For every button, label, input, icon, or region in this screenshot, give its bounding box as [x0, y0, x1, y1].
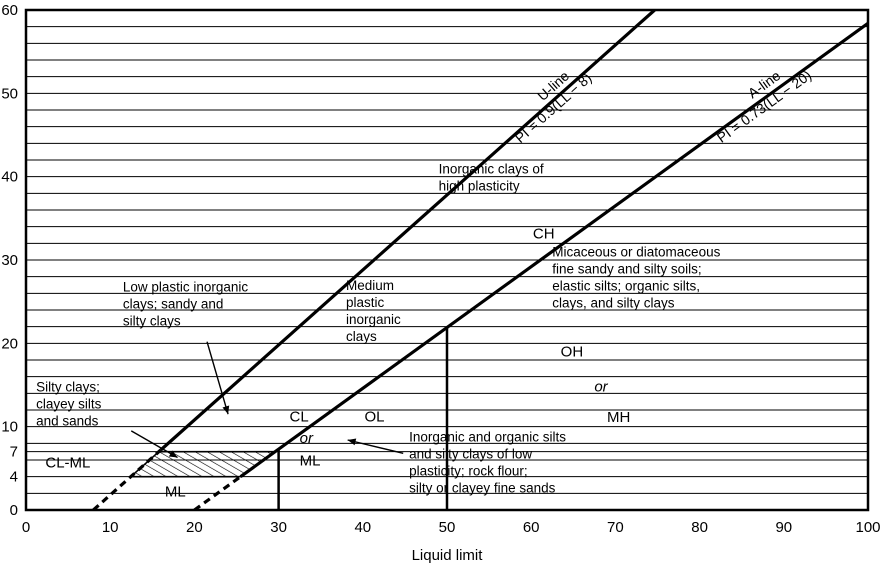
code-ch: CH — [533, 225, 555, 242]
y-tick-label: 40 — [1, 169, 18, 186]
ann-mica-line: Micaceous or diatomaceous — [552, 245, 720, 260]
ann-low-plastic-line: clays; sandy and — [123, 297, 224, 312]
ann-silty-clays-line: Silty clays; — [36, 380, 100, 395]
x-tick-label: 20 — [186, 519, 203, 536]
x-tick-label: 60 — [523, 519, 540, 536]
code-ml: ML — [300, 452, 321, 469]
x-tick-label: 10 — [102, 519, 119, 536]
y-tick-label: 7 — [10, 444, 18, 461]
y-tick-label: 0 — [10, 502, 18, 519]
ann-inorg-high-line: high plasticity — [439, 178, 520, 193]
ann-inorg-low-line: and silty clays of low — [409, 446, 532, 461]
cl-ml-hatch — [131, 452, 275, 477]
ann-medium-line: Medium — [346, 278, 394, 293]
code-mh: MH — [607, 409, 630, 426]
plasticity-chart: 0 10 20 30 40 50 60 70 80 90 100 0 4 7 10 20 30 40 50 60 Liq… — [0, 0, 887, 573]
ann-medium-line: clays — [346, 329, 377, 344]
ann-silty-clays-line: clayey silts — [36, 397, 102, 412]
code-oh: OH — [561, 344, 584, 361]
code-or-1: or — [300, 430, 314, 447]
code-ol: OL — [364, 409, 384, 426]
y-tick-label: 4 — [10, 469, 18, 486]
code-cl-ml: CL-ML — [45, 455, 90, 472]
y-tick-label: 30 — [1, 252, 18, 269]
y-tick-label: 20 — [1, 335, 18, 352]
x-tick-label: 70 — [607, 519, 624, 536]
arrow-silty-clays — [131, 431, 177, 458]
ann-mica-line: fine sandy and silty soils; — [552, 262, 701, 277]
code-ml-low: ML — [165, 484, 186, 501]
y-tick-label: 60 — [1, 2, 18, 19]
code-cl: CL — [290, 409, 309, 426]
y-tick-label: 10 — [1, 419, 18, 436]
ann-medium-line: inorganic — [346, 312, 401, 327]
ann-inorg-high-line: Inorganic clays of — [439, 161, 544, 176]
u-line-dashed — [93, 450, 160, 510]
x-tick-label: 30 — [270, 519, 287, 536]
x-tick-label: 0 — [22, 519, 30, 536]
x-tick-label: 90 — [775, 519, 792, 536]
x-axis-title: Liquid limit — [412, 547, 484, 564]
ann-silty-clays-line: and sands — [36, 414, 99, 429]
code-or-2: or — [594, 379, 608, 396]
ann-low-plastic-line: silty clays — [123, 314, 181, 329]
ann-mica-line: clays, and silty clays — [552, 296, 675, 311]
y-tick-label: 50 — [1, 85, 18, 102]
ann-mica-line: elastic silts; organic silts, — [552, 279, 700, 294]
arrow-low-plastic — [207, 342, 228, 415]
arrow-inorg-low-head — [348, 438, 357, 445]
ann-low-plastic-line: Low plastic inorganic — [123, 280, 249, 295]
ann-medium-line: plastic — [346, 295, 385, 310]
ann-inorg-low-line: Inorganic and organic silts — [409, 429, 566, 444]
ann-inorg-low-line: plasticity; rock flour; — [409, 463, 528, 478]
ann-inorg-low-line: silty or clayey fine sands — [409, 480, 556, 495]
x-tick-label: 40 — [354, 519, 371, 536]
x-tick-label: 80 — [691, 519, 708, 536]
x-tick-label: 100 — [855, 519, 880, 536]
x-tick-label: 50 — [439, 519, 456, 536]
